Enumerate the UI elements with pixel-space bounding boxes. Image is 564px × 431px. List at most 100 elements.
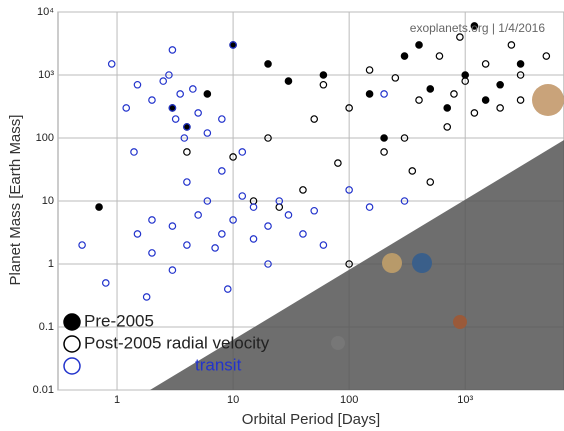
point [310,115,319,123]
point [380,90,388,98]
point [229,216,237,224]
point [122,104,131,112]
points [78,22,551,350]
point [299,186,307,194]
point [218,115,226,123]
point [319,241,328,249]
point [165,71,173,79]
point [275,197,284,205]
point [365,203,374,211]
point [238,192,247,200]
point [380,148,388,156]
point [415,41,423,49]
point [159,77,168,85]
point [461,77,470,85]
legend-label: Post-2005 radial velocity [84,333,270,352]
point [229,41,237,49]
point [264,222,272,230]
planet-icon [382,253,402,273]
legend-label: transit [195,355,242,374]
planet-icon [532,84,564,116]
point [168,266,177,274]
point [168,222,177,230]
solar-planets [331,84,564,350]
point [456,33,464,41]
point [443,123,452,131]
point [345,186,353,194]
point [310,206,319,215]
point [101,279,110,287]
point [142,293,151,301]
point [133,80,142,89]
point [203,129,212,137]
point [203,197,212,205]
point [481,96,490,104]
point [400,197,409,205]
legend-marker [63,313,81,331]
planet-icon [412,253,432,273]
point [426,85,435,93]
point [148,96,156,104]
x-tick-label: 10 [227,394,239,406]
y-axis-title: Planet Mass [Earth Mass] [7,115,24,286]
point [542,52,551,60]
point [183,123,191,131]
point [107,60,116,68]
y-tick-label: 10 [42,195,54,207]
legend: Pre-2005 Post-2005 radial velocity transit [63,311,270,375]
point [194,211,202,219]
point [203,90,212,98]
point [148,249,156,257]
point [365,66,374,74]
point [400,52,409,60]
point [78,241,86,249]
point [180,134,189,142]
planet-icon [331,336,345,350]
point [345,104,353,112]
point [194,109,202,117]
point [264,60,272,68]
x-axis-title: Orbital Period [Days] [242,411,380,428]
point [496,104,504,112]
point [443,104,452,112]
x-tick-label: 100 [340,394,358,406]
y-tick-label: 0.01 [33,384,54,396]
point [218,167,226,175]
point [238,148,247,156]
point [168,104,177,112]
legend-marker [63,335,81,353]
point [133,230,142,238]
point [365,90,374,98]
planet-icon [453,315,467,329]
point [516,71,525,79]
y-tick-label: 1 [48,258,54,270]
point [183,241,191,249]
point [319,71,328,79]
point [345,260,353,268]
x-tick-label: 10³ [457,394,473,406]
point [148,216,156,224]
x-tick-label: 1 [114,394,120,406]
point [496,80,504,89]
point [223,285,232,293]
y-tick-label: 100 [36,132,54,144]
point [130,148,138,156]
y-tick-label: 0.1 [39,321,54,333]
point [176,90,184,98]
point [481,60,490,68]
point [380,134,388,142]
point [470,22,479,30]
annotation: exoplanets.org | 1/4/2016 [410,21,546,35]
point [470,109,479,117]
point [516,96,525,104]
y-tick-label: 10³ [38,69,54,81]
point [391,74,400,82]
point [183,178,191,186]
point [229,153,237,161]
legend-marker [63,357,81,375]
point [264,134,272,142]
point [284,77,293,85]
point [415,96,423,104]
point [95,203,103,211]
point [299,230,307,238]
